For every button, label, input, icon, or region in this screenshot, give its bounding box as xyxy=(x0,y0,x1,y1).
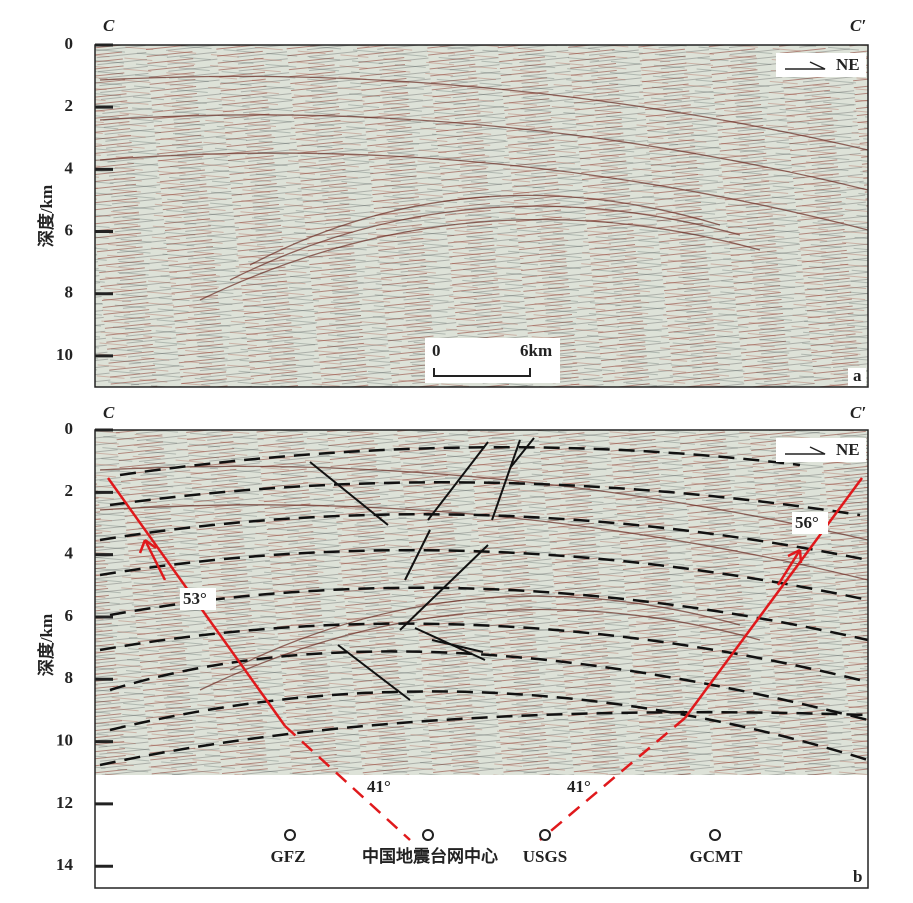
direction-box xyxy=(776,53,866,77)
direction: NE xyxy=(836,55,860,74)
panel-label: a xyxy=(853,366,862,385)
dip-angle: 53° xyxy=(183,589,207,608)
start-label: C xyxy=(103,16,115,35)
direction-arrow xyxy=(785,61,826,70)
y-tick-label: 0 xyxy=(65,419,74,438)
dip-angle: 41° xyxy=(567,777,591,796)
y-tick-label: 6 xyxy=(65,606,74,625)
scale-bar xyxy=(433,368,531,377)
direction-box xyxy=(776,438,866,462)
station-label: 中国地震台网中心 xyxy=(362,846,498,866)
y-axis-label: 深度/km xyxy=(36,185,56,247)
station-label: USGS xyxy=(523,847,567,866)
y-tick-label: 2 xyxy=(65,481,74,500)
y-tick-label: 6 xyxy=(65,220,74,239)
station-markers xyxy=(284,829,721,841)
dip-angle: 41° xyxy=(367,777,391,796)
y-tick-label: 4 xyxy=(65,544,74,563)
start-label: C xyxy=(103,403,115,422)
scale-bar-label: 6km xyxy=(520,341,552,360)
y-tick-label: 8 xyxy=(65,668,74,687)
y-axis-label: 深度/km xyxy=(36,614,56,676)
y-tick-label: 10 xyxy=(56,730,73,749)
station-label: GCMT xyxy=(690,847,744,866)
y-tick-label: 0 xyxy=(65,34,74,53)
panel-b: C C′ NE 53° 56° 41° 41° GFZ 中国地震台网中心 USG… xyxy=(36,403,869,889)
y-tick-label: 10 xyxy=(56,345,73,364)
direction-arrow xyxy=(785,446,826,455)
y-tick-label: 14 xyxy=(56,855,74,874)
scale-bar-label: 0 xyxy=(432,341,441,360)
y-tick-label: 2 xyxy=(65,96,74,115)
panel-a: C C′ NE 0 6km a 深度/km xyxy=(36,16,869,388)
station-label: GFZ xyxy=(271,847,306,866)
end-label: C′ xyxy=(850,16,866,35)
seismic-image xyxy=(95,45,868,387)
y-tick-label: 8 xyxy=(65,283,74,302)
faults xyxy=(309,437,535,701)
y-tick-label: 12 xyxy=(56,793,73,812)
dip-angle: 56° xyxy=(795,513,819,532)
end-label: C′ xyxy=(850,403,866,422)
direction: NE xyxy=(836,440,860,459)
y-tick-label: 4 xyxy=(65,158,74,177)
panel-label: b xyxy=(853,867,862,886)
